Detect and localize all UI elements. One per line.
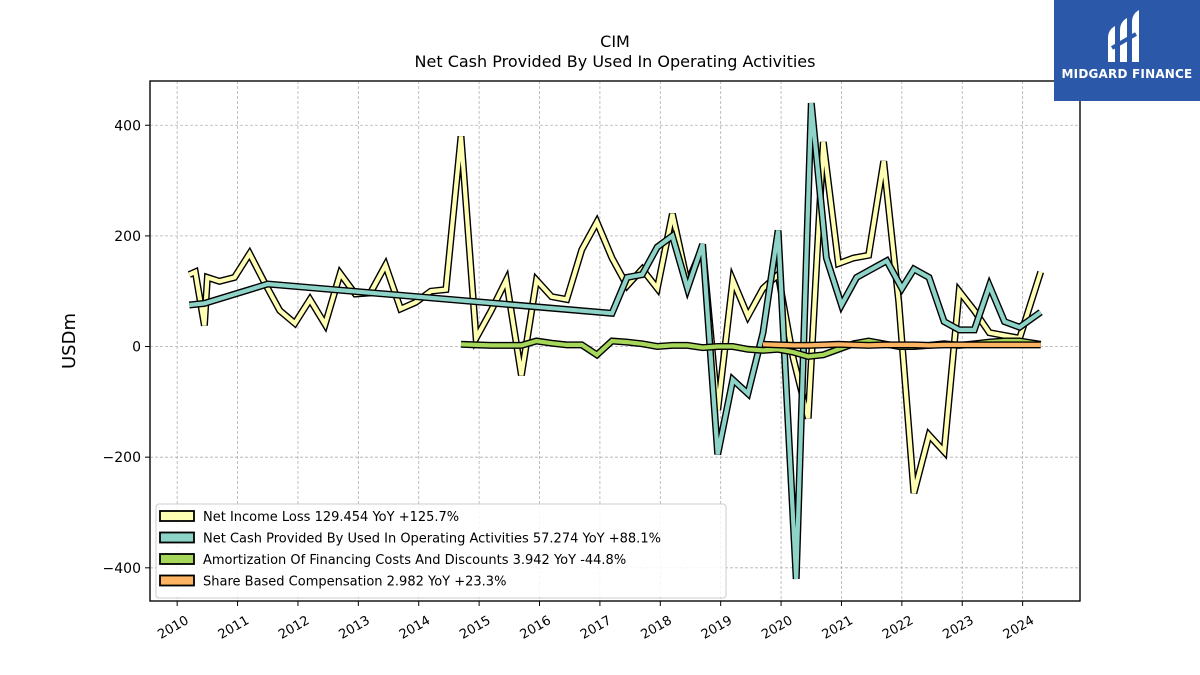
legend-entry: Net Income Loss 129.454 YoY +125.7% [203, 510, 459, 525]
x-tick-label: 2011 [216, 613, 252, 643]
legend-box [155, 503, 727, 599]
y-tick-label: −400 [103, 561, 141, 577]
series-4 [762, 340, 1041, 349]
legend-entry: Amortization Of Financing Costs And Disc… [203, 553, 626, 568]
series-line [762, 342, 1041, 348]
x-tick-label: 2020 [759, 613, 795, 643]
series-1 [187, 135, 1045, 494]
series-line [189, 102, 1042, 580]
x-tick-label: 2015 [457, 613, 493, 643]
legend: Net Income Loss 129.454 YoY +125.7% Net C… [155, 503, 727, 599]
series-2 [188, 102, 1043, 580]
brand-name: MIDGARD FINANCE [1061, 67, 1193, 81]
x-tick-label: 2013 [337, 613, 373, 643]
y-axis: −400 −200 0 200 400 [103, 118, 150, 577]
y-tick-label: 0 [132, 340, 141, 356]
legend-entry: Share Based Compensation 2.982 YoY +23.3… [203, 575, 506, 590]
x-axis: 2010 2011 2012 2013 2014 2015 2016 2017 2018 2019… [155, 601, 1037, 643]
x-tick-label: 2012 [276, 613, 312, 643]
y-tick-label: −200 [103, 450, 141, 466]
legend-swatch [159, 531, 195, 544]
series-line [188, 136, 1043, 494]
x-tick-label: 2010 [155, 613, 191, 643]
legend-swatch [159, 553, 195, 565]
brand-logo: MIDGARD FINANCE [1054, 0, 1200, 101]
legend-swatch [159, 574, 195, 587]
x-tick-label: 2019 [699, 613, 735, 643]
x-tick-label: 2024 [1001, 613, 1037, 643]
legend-swatch [159, 510, 195, 522]
y-axis-label: USDm [59, 313, 80, 369]
x-tick-label: 2016 [518, 613, 554, 643]
x-tick-label: 2023 [940, 613, 976, 643]
y-tick-label: 400 [114, 118, 141, 134]
x-tick-label: 2022 [880, 613, 916, 643]
x-tick-label: 2017 [578, 613, 614, 643]
chart-title: CIM [600, 32, 630, 51]
chart-subtitle: Net Cash Provided By Used In Operating A… [415, 52, 816, 71]
series-lines [187, 102, 1045, 580]
x-tick-label: 2018 [638, 613, 674, 643]
x-tick-label: 2014 [397, 613, 433, 643]
legend-entry: Net Cash Provided By Used In Operating A… [203, 532, 661, 547]
midgard-logo-icon [1108, 10, 1139, 62]
y-tick-label: 200 [114, 229, 141, 245]
x-tick-label: 2021 [820, 613, 856, 643]
